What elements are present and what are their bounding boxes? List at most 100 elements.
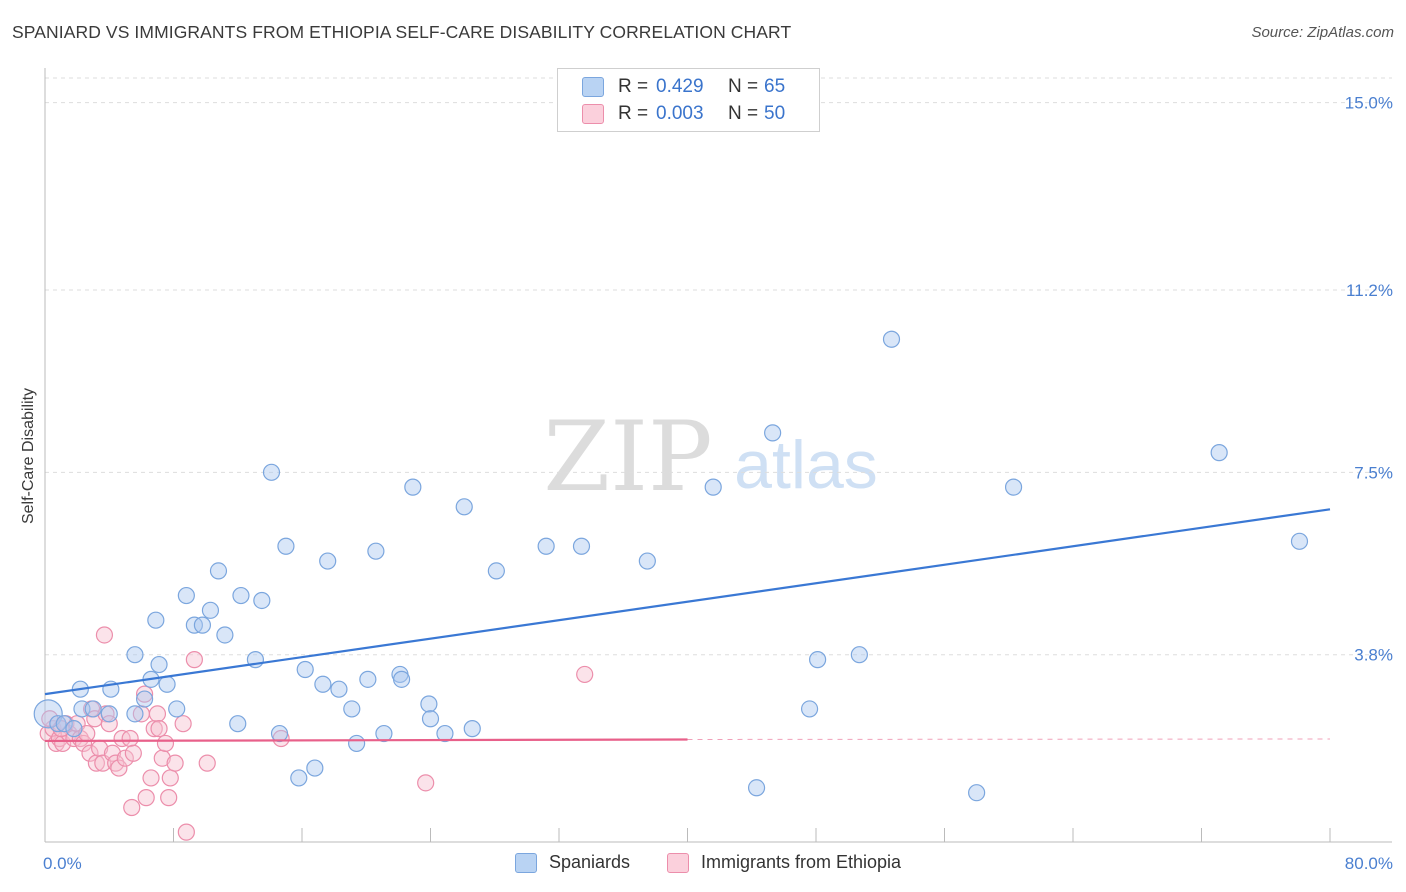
spaniard-point <box>55 715 73 733</box>
spaniard-point <box>65 720 83 738</box>
legend-n-label: N = <box>728 103 759 124</box>
spaniard-point <box>209 562 228 580</box>
trend-lines <box>44 508 1331 743</box>
spaniard-point <box>33 699 63 729</box>
spaniard-point <box>800 700 819 718</box>
x-tick-label-max: 80.0% <box>1345 854 1393 873</box>
legend-row-spaniards: R = 0.429 N = 65 <box>582 76 785 98</box>
legend-r-value: 0.003 <box>656 103 704 124</box>
spaniard-point <box>232 586 250 605</box>
legend-n-value: 50 <box>764 103 786 124</box>
spaniard-point <box>229 715 247 733</box>
spaniard-point <box>319 552 337 570</box>
legend-n-value: 65 <box>764 76 786 97</box>
y-tick-label: 3.8% <box>1354 646 1393 665</box>
spaniard-point <box>343 700 361 718</box>
spaniard-point <box>436 724 454 743</box>
ethiopia-point <box>135 685 154 703</box>
legend-n-label: N = <box>728 76 759 97</box>
ethiopia-point <box>150 720 168 738</box>
spaniard-point <box>262 463 281 481</box>
legend-item-spaniards: Spaniards <box>515 852 630 873</box>
spaniard-point <box>158 675 176 693</box>
spaniard-point <box>421 710 440 728</box>
ethiopia-point <box>177 823 195 841</box>
spaniard-point <box>314 675 332 693</box>
spaniard-point <box>404 478 422 496</box>
legend-swatch-pink <box>582 104 604 124</box>
spaniard-point <box>704 478 722 496</box>
ethiopia-point <box>103 744 122 762</box>
ethiopia-point <box>107 754 125 772</box>
ethiopia-point <box>54 734 72 753</box>
ethiopia-trend-line <box>44 738 688 743</box>
ethiopia-point <box>156 734 175 753</box>
spaniard-point <box>270 724 289 743</box>
spaniard-point <box>135 690 154 708</box>
spaniard-point <box>747 779 766 797</box>
ethiopia-point <box>142 769 160 787</box>
ethiopia-point <box>121 729 139 748</box>
spaniard-point <box>463 720 481 738</box>
legend-r-value: 0.429 <box>656 76 704 97</box>
spaniard-point <box>359 670 377 688</box>
watermark-atlas: atlas <box>734 427 878 503</box>
spaniard-point <box>147 611 165 629</box>
spaniard-point <box>1004 478 1023 496</box>
ethiopia-point <box>81 744 99 762</box>
legend-swatch-blue <box>515 852 537 873</box>
spaniard-point <box>306 759 324 777</box>
legend-swatch-blue <box>582 77 604 97</box>
spaniard-point <box>1210 444 1228 462</box>
spaniard-point <box>290 769 308 787</box>
spaniard-point <box>253 591 271 610</box>
watermark-zip: ZIP <box>543 401 712 513</box>
spaniard-point <box>572 537 591 555</box>
ethiopia-point <box>137 789 155 807</box>
ethiopia-point <box>100 715 118 733</box>
ethiopia-point <box>174 715 192 733</box>
spaniard-point <box>193 616 212 634</box>
spaniard-point <box>49 715 67 733</box>
spaniard-point <box>367 542 385 560</box>
spaniard-point <box>100 705 118 723</box>
ethiopia-points <box>39 626 594 841</box>
spaniard-point <box>809 651 827 669</box>
legend-r-label: R = <box>618 103 649 124</box>
spaniard-point <box>168 700 186 718</box>
ethiopia-point <box>124 744 142 762</box>
ethiopia-point <box>160 789 178 807</box>
ethiopia-point <box>166 754 184 772</box>
spaniard-point <box>850 646 868 664</box>
chart-title: SPANIARD VS IMMIGRANTS FROM ETHIOPIA SEL… <box>12 22 792 42</box>
spaniard-point <box>296 660 314 679</box>
spaniard-point <box>392 670 411 688</box>
ethiopia-point <box>417 774 435 792</box>
legend-item-ethiopia: Immigrants from Ethiopia <box>667 852 901 873</box>
spaniard-point <box>638 552 656 570</box>
spaniard-point <box>126 646 144 664</box>
spaniard-point <box>177 586 195 605</box>
spaniard-point <box>277 537 295 555</box>
spaniard-point <box>216 626 234 644</box>
y-tick-label: 11.2% <box>1346 281 1393 300</box>
spaniard-point <box>150 655 168 674</box>
ethiopia-point <box>576 665 594 684</box>
spaniards-trend-line <box>44 508 1331 696</box>
spaniard-point <box>1290 532 1309 550</box>
spaniard-point <box>537 537 555 555</box>
y-tick-label: 7.5% <box>1354 463 1393 482</box>
spaniard-point <box>764 424 782 442</box>
ethiopia-point <box>161 769 179 787</box>
spaniard-point <box>968 784 986 802</box>
legend-swatch-pink <box>667 852 689 873</box>
spaniard-point <box>420 695 438 713</box>
spaniard-point <box>375 724 393 743</box>
spaniard-point <box>330 680 348 698</box>
y-tick-label: 15.0% <box>1345 94 1393 113</box>
legend-label-ethiopia: Immigrants from Ethiopia <box>701 852 902 872</box>
legend-row-ethiopia: R = 0.003 N = 50 <box>582 103 785 125</box>
tick-labels: 3.8% 7.5% 11.2% 15.0% 0.0% 80.0% <box>43 94 1393 873</box>
legend-r-label: R = <box>618 76 649 97</box>
